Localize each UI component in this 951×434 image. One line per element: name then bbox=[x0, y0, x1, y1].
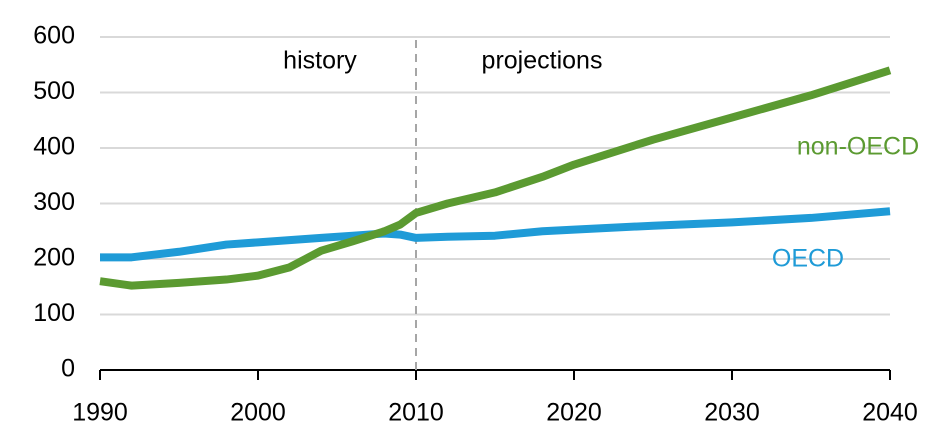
legend-label: OECD bbox=[772, 245, 844, 273]
y-tick-label: 0 bbox=[61, 355, 75, 383]
y-tick-label: 400 bbox=[33, 133, 75, 161]
y-tick-label: 300 bbox=[33, 188, 75, 216]
annotation: projections bbox=[482, 47, 603, 75]
x-tick-label: 1990 bbox=[72, 399, 128, 427]
x-tick-label: 2010 bbox=[388, 399, 444, 427]
x-tick-label: 2030 bbox=[704, 399, 760, 427]
x-tick-label: 2000 bbox=[230, 399, 286, 427]
annotation: history bbox=[283, 47, 357, 75]
y-tick-label: 500 bbox=[33, 77, 75, 105]
y-tick-label: 100 bbox=[33, 299, 75, 327]
y-tick-label: 200 bbox=[33, 244, 75, 272]
line bbox=[99, 66, 892, 290]
line bbox=[100, 207, 891, 262]
x-tick-label: 2040 bbox=[862, 399, 918, 427]
y-tick-label: 600 bbox=[33, 22, 75, 50]
x-tick-label: 2020 bbox=[546, 399, 602, 427]
legend-label: non-OECD bbox=[797, 133, 919, 161]
